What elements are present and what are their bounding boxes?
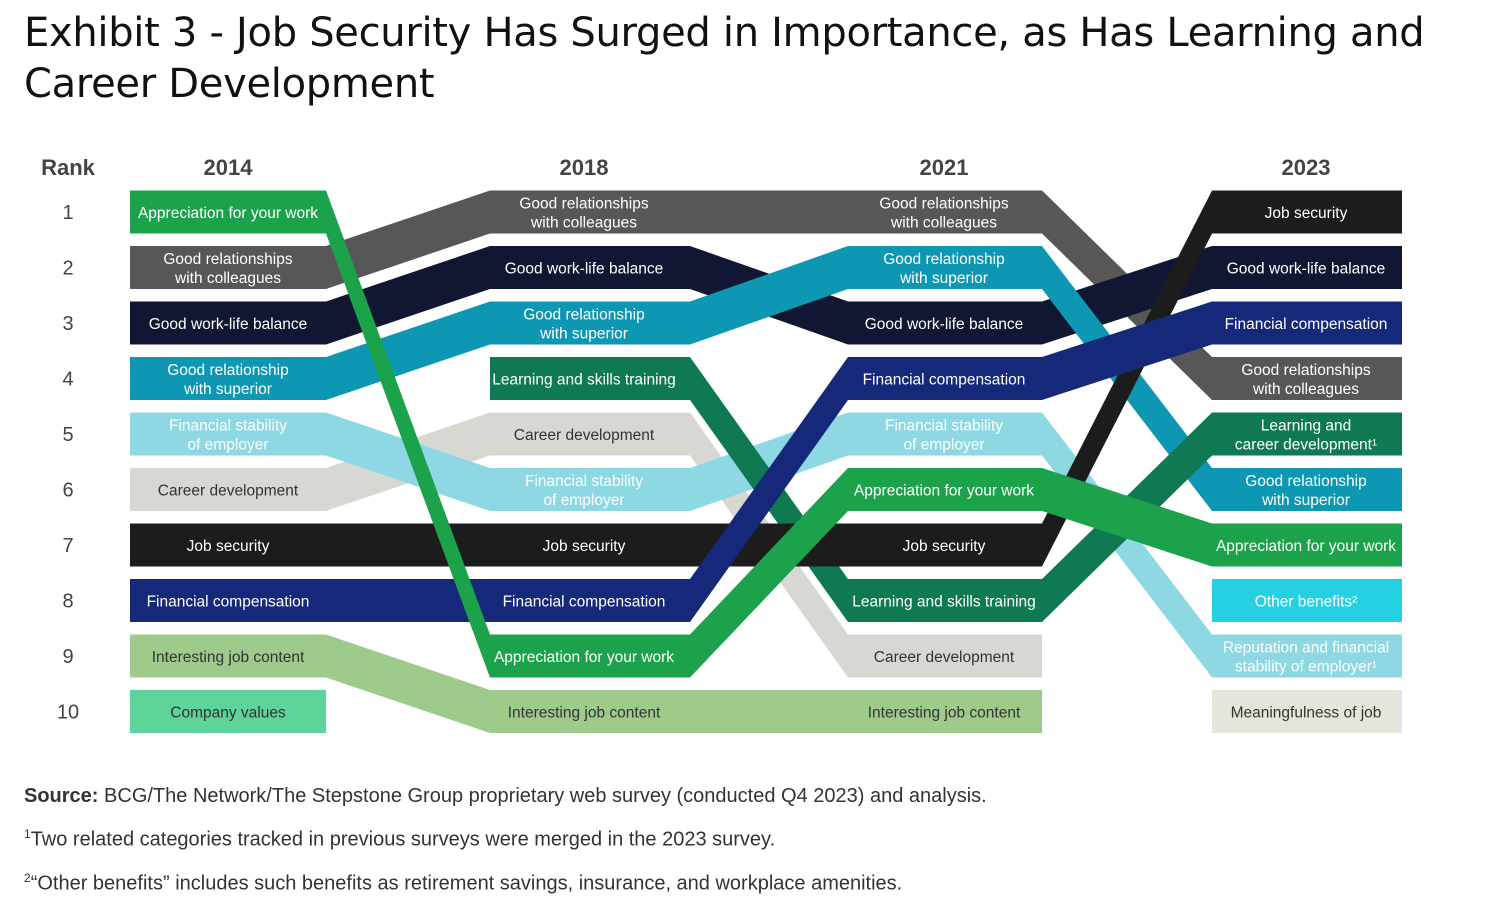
year-header-2014: 2014 [204,155,254,180]
footnote-1-mark: 1 [24,827,31,841]
label-career-development-2014: Career development [158,483,299,500]
label-interesting-job-content-2021: Interesting job content [868,705,1021,722]
label-good-work-life-balance-2021: Good work-life balance [865,316,1024,333]
label-career-development-2018: Career development [514,427,655,444]
label-learning-and-skills-training-2018: Learning and skills training [492,372,676,389]
label-career-development-2021: Career development [874,649,1015,666]
label-good-relationship-with-superior-2018: Good relationship with superior [523,307,645,343]
label-good-work-life-balance-2014: Good work-life balance [149,316,308,333]
band-other-benefits [1212,579,1402,622]
label-good-relationship-with-superior-2023: Good relationship with superior [1245,473,1367,509]
label-financial-stability-of-employer-2021: Financial stability of employer [885,418,1003,454]
footnotes: Source: BCG/The Network/The Stepstone Gr… [24,784,1464,909]
year-header-2021: 2021 [920,155,969,180]
label-learning-and-skills-training-2023: Learning and career development¹ [1235,418,1377,454]
label-financial-stability-of-employer-2023: Reputation and financial stability of emp… [1223,640,1389,676]
band-career-development [130,412,1042,678]
rank-label-9: 9 [62,646,73,668]
source-label: Source: [24,785,99,807]
rank-label-1: 1 [62,202,73,224]
rank-label-3: 3 [62,313,73,335]
footnote-1: 1Two related categories tracked in previ… [24,822,1464,853]
rank-label-2: 2 [62,258,73,280]
source-note: Source: BCG/The Network/The Stepstone Gr… [24,784,1464,809]
rank-header: Rank [41,155,96,180]
label-job-security-2021: Job security [903,538,986,555]
label-good-relationships-with-colleagues-2018: Good relationships with colleagues [519,196,648,232]
footnote-2-mark: 2 [24,870,31,885]
rank-label-8: 8 [62,591,73,613]
label-job-security-2018: Job security [543,538,626,555]
label-financial-compensation-2021: Financial compensation [863,372,1026,389]
bands-layer [130,190,1402,733]
year-header-2018: 2018 [560,155,609,180]
band-financial-compensation [130,301,1402,622]
label-good-relationships-with-colleagues-2021: Good relationships with colleagues [879,196,1008,232]
label-appreciation-for-your-work-2018: Appreciation for your work [494,649,674,666]
year-header-2023: 2023 [1282,155,1331,180]
label-financial-compensation-2023: Financial compensation [1225,316,1388,333]
rank-label-7: 7 [62,535,73,557]
label-good-relationship-with-superior-2014: Good relationship with superior [167,362,289,398]
label-other-benefits-2023: Other benefits² [1255,594,1358,611]
footnote-2-text: “Other benefits” includes such benefits … [30,872,903,895]
footnote-1-text: Two related categories tracked in previo… [30,828,776,851]
rank-label-4: 4 [62,369,73,391]
label-good-work-life-balance-2023: Good work-life balance [1227,261,1386,278]
label-learning-and-skills-training-2021: Learning and skills training [852,594,1036,611]
band-good-relationship-with-superior [130,246,1402,511]
label-good-relationships-with-colleagues-2023: Good relationships with colleagues [1241,362,1370,398]
label-financial-compensation-2018: Financial compensation [503,594,666,611]
label-financial-stability-of-employer-2018: Financial stability of employer [525,473,643,509]
label-job-security-2014: Job security [187,538,270,555]
source-text: BCG/The Network/The Stepstone Group prop… [104,785,987,807]
chart-title: Exhibit 3 - Job Security Has Surged in I… [24,10,1425,107]
rank-label-6: 6 [62,480,73,502]
labels-layer: Appreciation for your work Appreciation f… [138,196,1396,722]
label-good-relationship-with-superior-2021: Good relationship with superior [883,251,1005,287]
label-appreciation-for-your-work-2023: Appreciation for your work [1216,538,1396,555]
label-meaningfulness-of-job-2023: Meaningfulness of job [1231,705,1382,722]
rank-label-5: 5 [62,424,73,446]
band-good-relationships-with-colleagues [130,190,1402,400]
label-good-work-life-balance-2018: Good work-life balance [505,261,664,278]
rank-label-10: 10 [57,702,79,724]
band-interesting-job-content [130,634,1042,733]
label-appreciation-for-your-work-2014: Appreciation for your work [138,205,318,222]
bump-chart: Rank 2014 2018 2021 2023 1 2 3 4 5 6 7 8 9 10 Appreciat… [41,155,1402,733]
label-good-relationships-with-colleagues-2014: Good relationships with colleagues [163,251,292,287]
footnote-2: 2“Other benefits” includes such benefits… [24,866,1464,897]
label-interesting-job-content-2014: Interesting job content [152,649,305,666]
label-interesting-job-content-2018: Interesting job content [508,705,661,722]
label-job-security-2023: Job security [1265,205,1348,222]
band-meaningfulness-of-job [1212,690,1402,733]
band-appreciation-for-your-work [130,190,1402,678]
label-financial-compensation-2014: Financial compensation [147,594,310,611]
label-company-values-2014: Company values [170,705,286,722]
label-financial-stability-of-employer-2014: Financial stability of employer [169,418,287,454]
band-job-security [130,190,1402,567]
band-company-values [130,690,326,733]
band-learning-and-skills-training [490,357,1402,622]
label-appreciation-for-your-work-2021: Appreciation for your work [854,483,1034,500]
